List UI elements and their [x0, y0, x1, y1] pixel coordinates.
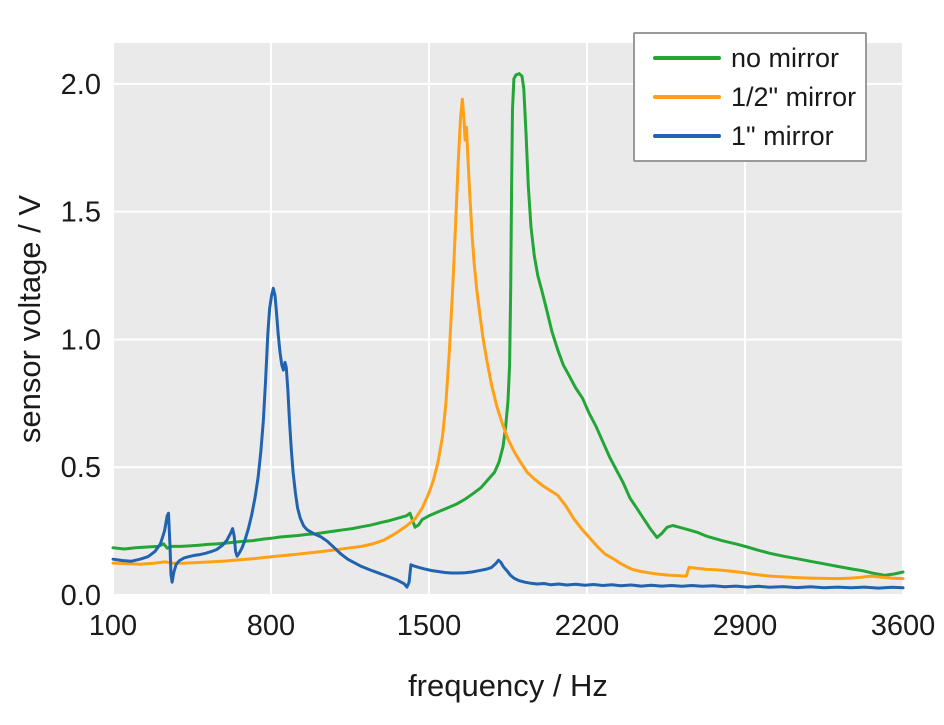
legend-label: no mirror [731, 42, 840, 73]
legend-item-one-inch-mirror: 1" mirror [653, 120, 865, 151]
legend-line-sample-green [653, 56, 721, 60]
series-line-1-2-mirror [111, 97, 905, 581]
y-tick-label: 1.0 [61, 324, 101, 356]
y-tick-label: 1.5 [61, 197, 101, 229]
x-tick-label: 3600 [871, 610, 936, 642]
x-tick-label: 800 [247, 610, 295, 642]
legend-item-no-mirror: no mirror [653, 42, 865, 73]
series-line-no-mirror [111, 72, 905, 577]
x-tick-label: 2200 [555, 610, 620, 642]
y-tick-label: 2.0 [61, 69, 101, 101]
x-tick-label: 2900 [713, 610, 778, 642]
legend-label: 1/2" mirror [731, 81, 857, 112]
y-tick-label: 0.5 [61, 452, 101, 484]
x-axis-label: frequency / Hz [408, 668, 608, 703]
x-tick-label: 100 [89, 610, 137, 642]
legend-label: 1" mirror [731, 120, 834, 151]
legend: no mirror 1/2" mirror 1" mirror [633, 32, 867, 162]
legend-line-sample-orange [653, 95, 721, 99]
series-line-1-mirror [111, 286, 905, 590]
y-tick-label: 0.0 [61, 580, 101, 612]
legend-item-half-inch-mirror: 1/2" mirror [653, 81, 865, 112]
y-axis-label: sensor voltage / V [12, 194, 47, 444]
x-tick-label: 1500 [397, 610, 462, 642]
legend-line-sample-blue [653, 134, 721, 138]
